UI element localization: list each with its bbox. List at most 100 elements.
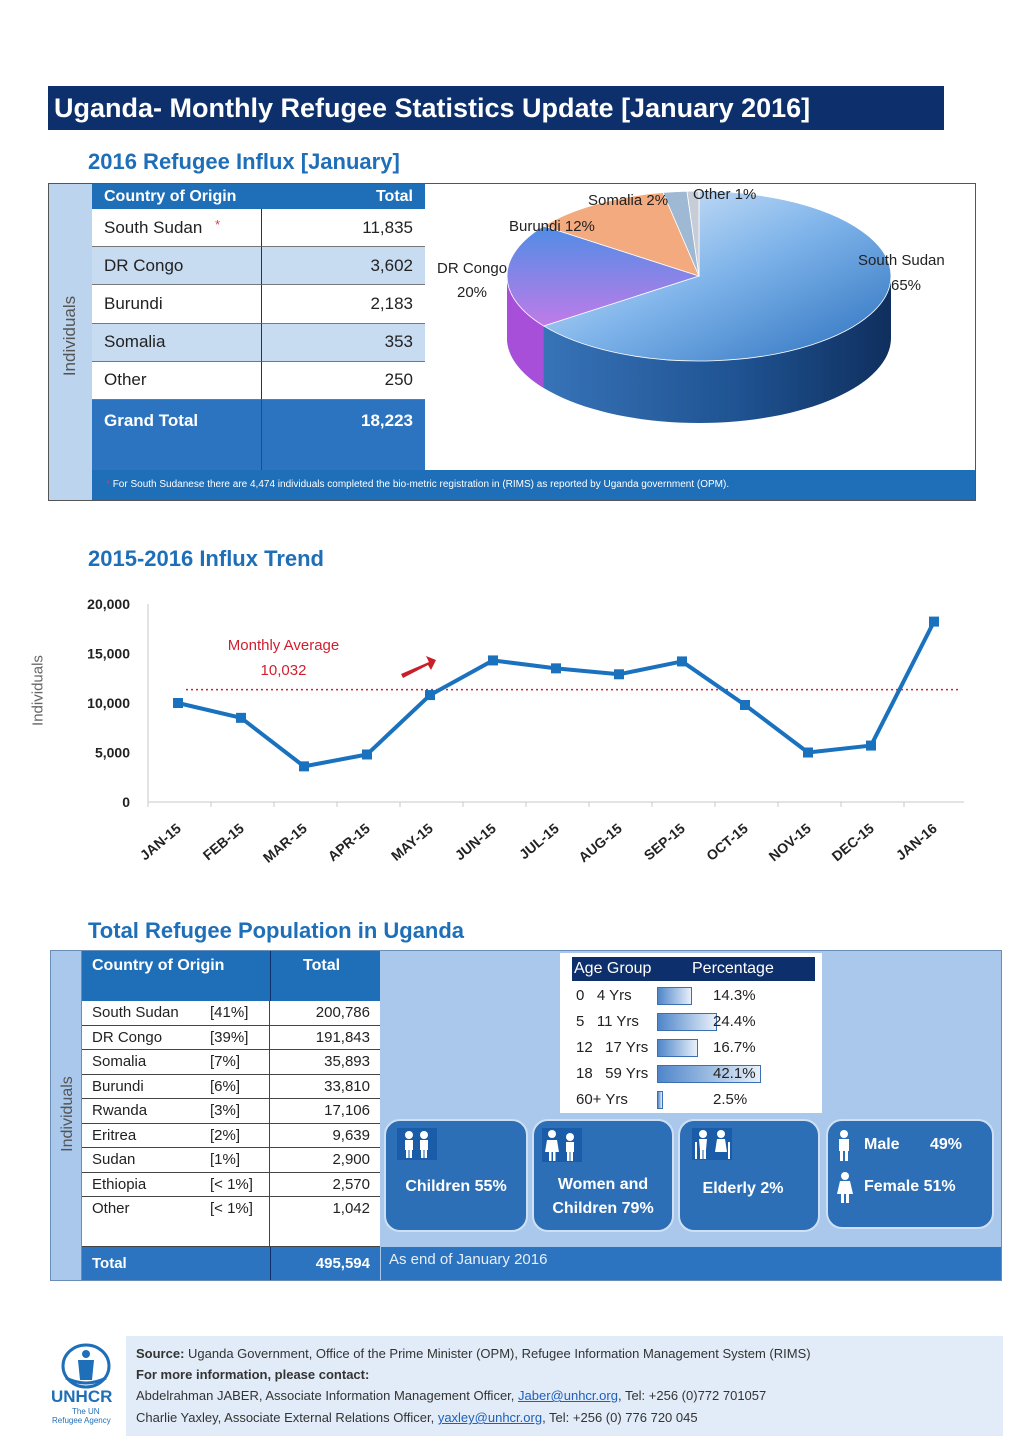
influx-footnote: * For South Sudanese there are 4,474 ind… (92, 470, 975, 500)
trend-data-point (866, 740, 876, 751)
age-header-pct: Percentage (692, 960, 774, 977)
footer-person2: Charlie Yaxley, Associate External Relat… (136, 1410, 698, 1425)
influx-row-total: 3,602 (262, 247, 425, 286)
footer-person1: Abdelrahman JABER, Associate Information… (136, 1388, 766, 1403)
population-row-country: Somalia (92, 1053, 147, 1070)
population-row: Ethiopia [< 1%] (82, 1172, 270, 1197)
pie-label-drcongo-pct: 20% (457, 284, 488, 301)
trend-ytick-label: 5,000 (95, 745, 130, 761)
trend-ytick-label: 10,000 (87, 695, 130, 711)
footer-person1-email[interactable]: Jaber@unhcr.org (518, 1388, 618, 1403)
population-row-total: 200,786 (270, 1001, 380, 1026)
tile-female-text: Female 51% (864, 1178, 956, 1195)
trend-xtick-label: NOV-15 (765, 820, 814, 864)
male-icon (839, 1130, 849, 1161)
footnote-mark: * (106, 479, 110, 490)
influx-row-total: 11,835 (262, 209, 425, 248)
tile-male-pct: 49% (930, 1136, 963, 1153)
population-row-pct: [< 1%] (210, 1175, 253, 1193)
influx-row-total: 250 (262, 361, 425, 400)
influx-pie-chart (506, 190, 892, 423)
tile-elderly-text: Elderly 2% (702, 1180, 784, 1197)
trend-ylabel: Individuals (29, 655, 47, 726)
age-row-pct: 24.4% (713, 1013, 756, 1030)
population-row-total: 17,106 (270, 1099, 380, 1124)
elderly-icon (692, 1128, 732, 1160)
age-row-bar (657, 1013, 717, 1031)
population-row-country: Other (92, 1200, 130, 1217)
influx-header-total: Total (262, 184, 425, 209)
tile-women-children-line1: Women and (557, 1176, 649, 1193)
age-row-group: 5 11 Yrs (576, 1013, 639, 1030)
population-total-value: 495,594 (270, 1247, 380, 1280)
trend-xtick-label: AUG-15 (575, 820, 625, 865)
age-header-bg (572, 957, 815, 981)
influx-row-total: 353 (262, 323, 425, 362)
population-row-country: South Sudan (92, 1004, 179, 1021)
trend-arrow-icon (401, 656, 436, 678)
unhcr-logo-sub1: The UN (72, 1407, 100, 1416)
influx-row-country: South Sudan (92, 209, 262, 248)
unhcr-logo-text: UNHCR (51, 1387, 113, 1406)
age-row-pct: 14.3% (713, 987, 756, 1004)
population-row-country: Sudan (92, 1151, 136, 1168)
trend-data-point (173, 698, 183, 708)
unhcr-logo-icon (61, 1343, 111, 1389)
influx-table: Country of Origin Total South Sudan * 11,8… (92, 184, 425, 470)
pie-side-drcongo (507, 276, 544, 388)
pie-slice-dr-congo (506, 225, 701, 327)
influx-row-country: Other (92, 361, 262, 400)
trend-data-point (488, 655, 498, 666)
tile-gender (826, 1119, 994, 1229)
population-row-pct: [3%] (210, 1102, 241, 1119)
population-total-label: Total (82, 1247, 270, 1280)
age-header-group: Age Group (574, 960, 652, 977)
age-row-pct: 42.1% (713, 1065, 756, 1082)
age-row-group: 60+ Yrs (576, 1091, 628, 1108)
trend-xtick-label: MAY-15 (388, 820, 436, 864)
trend-xtick-label: OCT-15 (703, 820, 751, 864)
influx-row-mark: * (215, 217, 221, 232)
footer-person2-email[interactable]: yaxley@unhcr.org (437, 1410, 543, 1425)
population-row: Other [< 1%] (82, 1197, 270, 1247)
trend-xtick-label: JUL-15 (516, 820, 562, 862)
pie-label-somalia: Somalia 2% (588, 192, 669, 209)
trend-xtick-label: DEC-15 (828, 820, 877, 864)
tile-women-children-line2: Children 79% (552, 1200, 654, 1217)
age-row-bar (657, 1065, 761, 1083)
trend-data-point (929, 616, 939, 627)
trend-data-point (614, 669, 624, 680)
tile-children-text: Children 55% (405, 1178, 507, 1195)
children-icon (397, 1128, 437, 1160)
population-row-country: Rwanda (92, 1102, 148, 1119)
influx-side-strip (49, 184, 92, 500)
as-of-bar (381, 1247, 1001, 1280)
female-icon (837, 1172, 853, 1203)
trend-xtick-label: FEB-15 (200, 820, 247, 863)
women-children-icon (542, 1128, 582, 1162)
population-row-total: 2,900 (270, 1148, 380, 1173)
trend-line-chart: 0 5,000 10,000 15,000 20,000 JAN-15 FEB-15 MAR… (87, 596, 964, 866)
influx-row-country: Somalia (92, 323, 262, 362)
monthly-average-value: 10,032 (260, 662, 307, 679)
pie-side (507, 276, 891, 423)
trend-ytick-label: 0 (122, 794, 130, 810)
pie-label-other: Other 1% (693, 186, 757, 203)
trend-data-point (362, 749, 372, 760)
influx-row-country: DR Congo (92, 247, 262, 286)
population-row: Somalia [7%] (82, 1050, 270, 1075)
unhcr-logo-sub2: Refugee Agency (52, 1416, 111, 1425)
population-header-country: Country of Origin (82, 951, 270, 1001)
trend-section-title: 2015-2016 Influx Trend (88, 546, 324, 571)
population-row-total: 2,570 (270, 1172, 380, 1197)
influx-side-label: Individuals (60, 295, 79, 377)
population-row-pct: [6%] (210, 1077, 241, 1095)
trend-xtick-label: JAN-16 (893, 820, 940, 863)
population-side-strip (51, 951, 82, 1280)
footer-source-text: Uganda Government, Office of the Prime M… (188, 1346, 811, 1361)
population-header-total: Total (270, 951, 380, 1001)
influx-row-total: 2,183 (262, 285, 425, 324)
population-row-country: Eritrea (92, 1126, 137, 1144)
population-row-pct: [2%] (210, 1126, 241, 1144)
influx-row-country: Burundi (92, 285, 262, 324)
